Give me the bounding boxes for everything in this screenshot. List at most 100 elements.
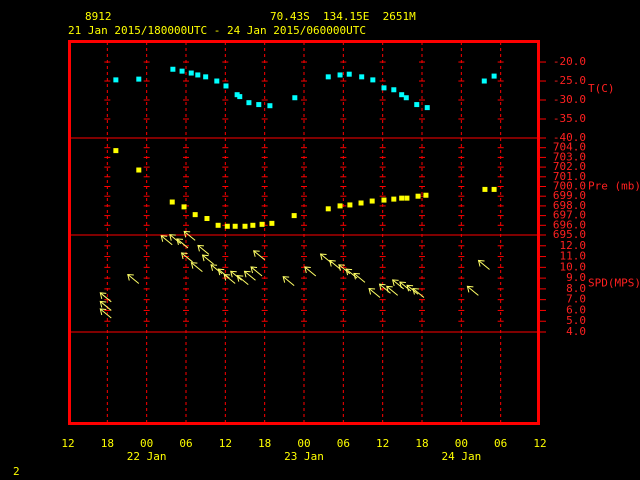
axis-label: SPD(MPS) xyxy=(588,277,640,290)
arrow-shaft xyxy=(127,274,140,284)
y-tick-label: 696.0 xyxy=(553,218,586,231)
wind-arrow xyxy=(477,259,490,270)
wind-arrow xyxy=(243,270,256,281)
data-point xyxy=(399,92,405,98)
y-tick-label: 7.0 xyxy=(566,293,586,306)
wind-arrow xyxy=(406,284,419,295)
arrow-head xyxy=(210,264,218,271)
data-point xyxy=(414,102,420,108)
wind-arrow xyxy=(169,234,182,245)
x-tick-label: 18 xyxy=(258,437,271,450)
arrow-head xyxy=(223,273,231,281)
y-tick-label: 698.0 xyxy=(553,199,586,212)
x-tick-label: 18 xyxy=(101,437,114,450)
time-period: 21 Jan 2015/180000UTC - 24 Jan 2015/0600… xyxy=(68,24,366,37)
data-point xyxy=(204,216,210,222)
data-point xyxy=(246,100,252,106)
y-tick-label: 12.0 xyxy=(560,239,587,252)
arrow-head xyxy=(466,285,474,293)
arrow-shaft xyxy=(223,274,236,284)
arrow-shaft xyxy=(183,231,196,241)
arrow-head xyxy=(406,284,414,292)
arrow-head xyxy=(378,283,386,291)
wind-arrow xyxy=(399,281,412,292)
x-tick-label: 06 xyxy=(494,437,507,450)
data-point xyxy=(256,102,262,108)
arrow-head xyxy=(99,292,107,299)
wind-arrow xyxy=(250,266,263,277)
arrow-shaft xyxy=(176,238,189,249)
arrow-shaft xyxy=(191,262,203,273)
data-point xyxy=(113,148,119,154)
data-point xyxy=(325,206,331,212)
arrow-head xyxy=(253,250,260,257)
x-tick-label: 12 xyxy=(61,437,74,450)
page-number: 2 xyxy=(13,465,20,478)
y-tick-label: -25.0 xyxy=(553,74,586,87)
y-tick-label: 4.0 xyxy=(566,325,586,338)
arrow-head xyxy=(304,266,311,274)
data-point xyxy=(203,74,209,80)
y-tick-label: 11.0 xyxy=(560,250,587,263)
arrow-shaft xyxy=(304,266,317,277)
wind-arrow xyxy=(127,273,140,284)
x-tick-label: 12 xyxy=(376,437,389,450)
data-point xyxy=(347,202,353,208)
wind-arrow xyxy=(236,275,249,285)
wind-arrow xyxy=(353,272,366,283)
data-point xyxy=(359,74,365,80)
data-point xyxy=(113,77,119,83)
data-point xyxy=(292,95,298,101)
data-point xyxy=(234,92,240,98)
data-point xyxy=(381,197,387,203)
x-tick-label: 00 xyxy=(297,437,310,450)
arrow-shaft xyxy=(99,292,112,303)
wind-arrow xyxy=(282,276,295,287)
wind-arrow xyxy=(338,264,351,275)
arrow-shaft xyxy=(412,288,425,298)
data-point xyxy=(491,73,497,79)
x-tick-label: 18 xyxy=(415,437,428,450)
day-label: 22 Jan xyxy=(127,450,167,463)
arrow-head xyxy=(368,287,376,295)
arrow-head xyxy=(329,259,336,267)
arrow-shaft xyxy=(230,270,243,281)
y-tick-label: 5.0 xyxy=(566,314,586,327)
data-point xyxy=(482,186,488,192)
arrow-head xyxy=(160,235,168,242)
data-point xyxy=(259,221,265,227)
data-point xyxy=(136,167,142,173)
arrow-shaft xyxy=(399,281,412,292)
arrow-shaft xyxy=(282,276,295,287)
data-point xyxy=(242,223,248,229)
arrow-shaft xyxy=(386,285,399,296)
wind-arrow xyxy=(391,279,404,290)
data-point xyxy=(192,212,198,218)
data-point xyxy=(181,204,187,210)
arrow-shaft xyxy=(210,264,223,275)
y-tick-label: -30.0 xyxy=(553,93,586,106)
arrow-shaft xyxy=(467,285,479,296)
arrow-shaft xyxy=(99,301,112,311)
arrow-head xyxy=(353,272,361,280)
x-tick-label: 00 xyxy=(140,437,153,450)
day-label: 23 Jan xyxy=(284,450,324,463)
arrow-head xyxy=(169,234,176,241)
data-point xyxy=(415,193,421,199)
day-label: 24 Jan xyxy=(441,450,481,463)
x-tick-label: 06 xyxy=(179,437,192,450)
wind-arrow xyxy=(386,285,399,296)
arrow-head xyxy=(338,264,345,271)
data-point xyxy=(358,200,364,206)
data-point xyxy=(250,222,256,228)
x-tick-label: 12 xyxy=(533,437,546,450)
data-point xyxy=(337,203,343,209)
data-point xyxy=(423,192,429,198)
wind-arrow xyxy=(378,283,391,294)
arrow-shaft xyxy=(197,245,210,255)
arrow-head xyxy=(412,287,420,295)
data-point xyxy=(291,213,297,219)
wind-arrow xyxy=(223,273,236,284)
arrow-head xyxy=(127,273,134,281)
data-point xyxy=(237,94,243,100)
